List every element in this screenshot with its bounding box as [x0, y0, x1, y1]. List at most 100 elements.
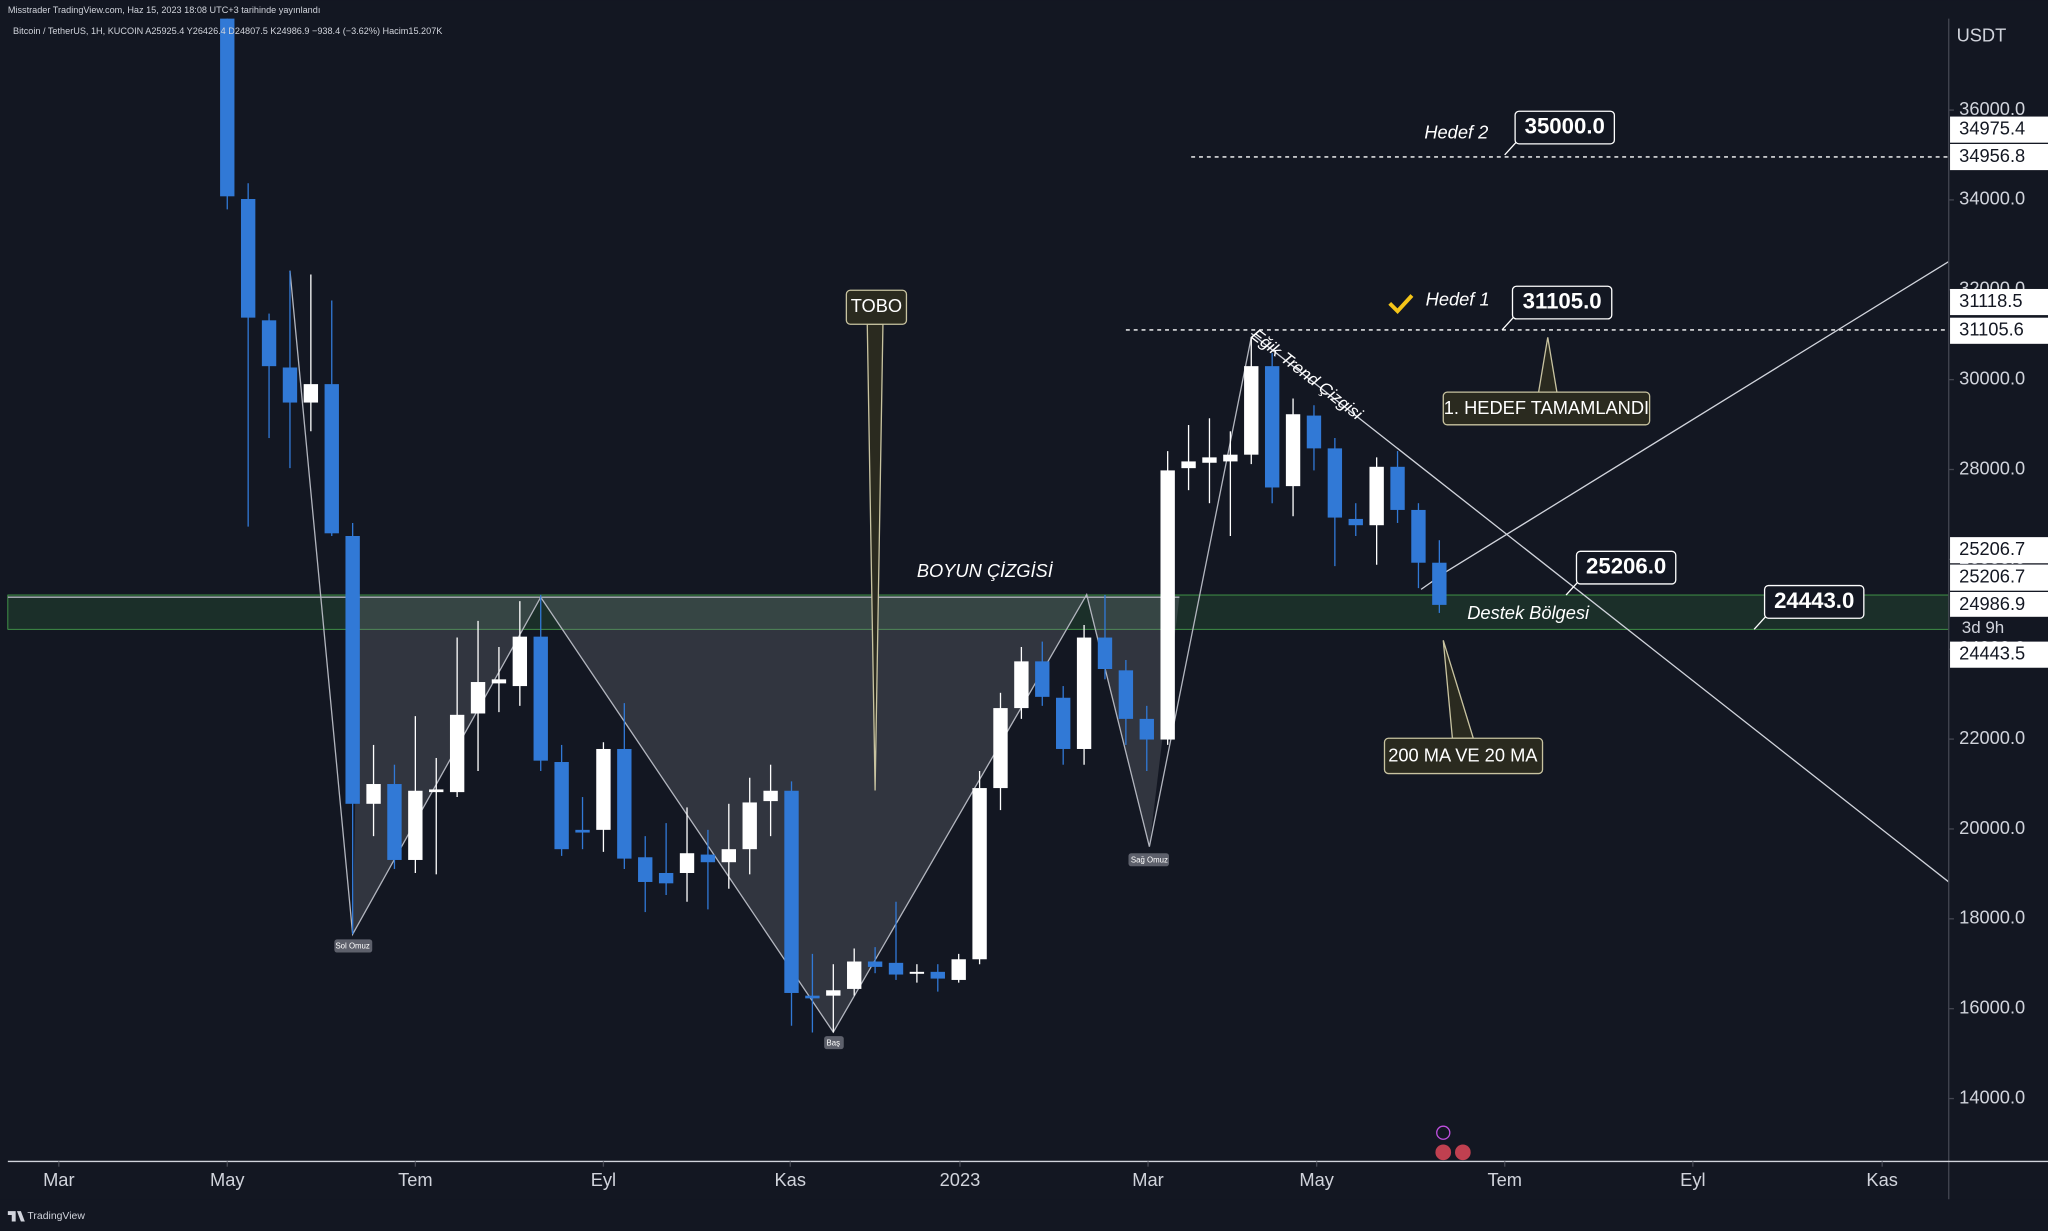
level-leader [1501, 315, 1516, 331]
candle-body [972, 788, 987, 960]
x-tick-label: May [210, 1169, 245, 1190]
level-text: 31105.0 [1523, 288, 1602, 313]
candle-body [617, 748, 632, 859]
candle-body [784, 790, 799, 993]
candle-body [1264, 366, 1280, 488]
countdown: 3d 9h [1962, 618, 2004, 637]
footer-brand: TradingView [27, 1211, 85, 1222]
callout-text: 1. HEDEF TAMAMLANDI [1444, 397, 1649, 418]
candle-body [554, 762, 569, 850]
candle-body [240, 199, 256, 318]
candle-body [1118, 670, 1134, 719]
candle-body [324, 384, 339, 534]
price-label: 24986.9 [1959, 593, 2025, 614]
event-icon [1435, 1144, 1452, 1161]
candle-body [1160, 470, 1175, 740]
price-label-box [1950, 317, 2048, 344]
check-icon [1388, 294, 1414, 315]
target-label: Hedef 1 [1426, 289, 1490, 310]
tag-text: Sol Omuz [335, 942, 369, 951]
y-tick-label: 30000.0 [1959, 367, 2025, 388]
candle-body [847, 961, 862, 989]
countdown-box [1950, 616, 2048, 641]
x-tick-label: Kas [1866, 1169, 1897, 1190]
candle-body [533, 636, 548, 761]
price-label-box [1950, 641, 2048, 668]
x-tick-label: Tem [398, 1169, 433, 1190]
candle-body [491, 679, 507, 684]
candle-body [721, 849, 736, 863]
tag-box [1128, 853, 1169, 867]
level-box [1575, 550, 1677, 585]
symbol-line: Bitcoin / TetherUS, 1H, KUCOIN A25925.4 … [13, 26, 442, 36]
level-leader [1565, 580, 1580, 596]
level-text: 35000.0 [1525, 113, 1605, 138]
callout-box [1442, 391, 1651, 426]
candle-body [1390, 466, 1405, 510]
candle-body [1097, 637, 1113, 669]
candle-body [449, 714, 465, 793]
candle-body [888, 962, 904, 975]
y-tick-label: 20000.0 [1959, 817, 2025, 838]
level-text: 24443.0 [1774, 588, 1854, 613]
price-label: 24443.5 [1959, 643, 2025, 664]
trend-line [1446, 260, 1950, 572]
axis-layer: 14000.016000.018000.020000.022000.024000… [43, 98, 2048, 1190]
candle-body [763, 790, 778, 802]
y-tick-label: 18000.0 [1959, 907, 2025, 928]
candle-body [575, 829, 590, 833]
price-label-box [1950, 537, 2048, 564]
callout-text: 200 MA VE 20 MA [1388, 744, 1538, 765]
candle-body [470, 682, 486, 714]
candle-body [1348, 518, 1363, 526]
x-tick-label: Kas [775, 1169, 806, 1190]
x-tick-label: Eyl [1680, 1169, 1705, 1190]
candle-body [366, 784, 381, 804]
candle-body [638, 857, 653, 882]
candle-body [1014, 661, 1029, 709]
pattern-shade [352, 594, 1180, 1033]
target-label: Hedef 2 [1424, 121, 1488, 142]
candle-body [700, 854, 716, 863]
candle-body [826, 990, 841, 996]
trend-line [1250, 332, 1950, 883]
candle-body [993, 708, 1008, 789]
candle-body [261, 320, 277, 367]
x-tick-label: 2023 [940, 1169, 981, 1190]
axis-unit: USDT [1957, 25, 2007, 46]
candle-body [1327, 448, 1343, 518]
candle-body [387, 784, 402, 860]
candle-body [1223, 454, 1238, 462]
tag-text: Baş [827, 1038, 841, 1047]
level-text: 25206.0 [1586, 553, 1666, 578]
y-tick-label: 34000.0 [1959, 188, 2025, 209]
candle-body [1202, 457, 1217, 463]
price-label: 34975.4 [1959, 117, 2025, 138]
price-label-box [1950, 564, 2048, 591]
tag-box [824, 1036, 844, 1050]
candles-layer [220, 18, 1447, 1033]
price-label-box [1950, 591, 2048, 619]
candle-body [658, 872, 674, 884]
price-label: 34956.8 [1959, 145, 2025, 166]
callout-box [1383, 737, 1544, 775]
event-icon [1436, 1125, 1451, 1140]
logo [7, 1211, 25, 1222]
candle-body [408, 790, 423, 860]
candle-body [951, 959, 966, 980]
price-label-box [1950, 143, 2048, 171]
candle-body [1181, 461, 1196, 469]
y-tick-label: 16000.0 [1959, 997, 2025, 1018]
y-tick-label: 36000.0 [1959, 98, 2025, 119]
x-tick-label: May [1299, 1169, 1334, 1190]
candle-body [1076, 637, 1092, 749]
tag-box [334, 939, 373, 953]
candle-body [303, 384, 319, 403]
callout-text: TOBO [851, 295, 902, 316]
candle-body [679, 853, 695, 873]
x-tick-label: Tem [1487, 1169, 1522, 1190]
y-tick-label: 28000.0 [1959, 457, 2025, 478]
candle-body [1432, 562, 1447, 605]
